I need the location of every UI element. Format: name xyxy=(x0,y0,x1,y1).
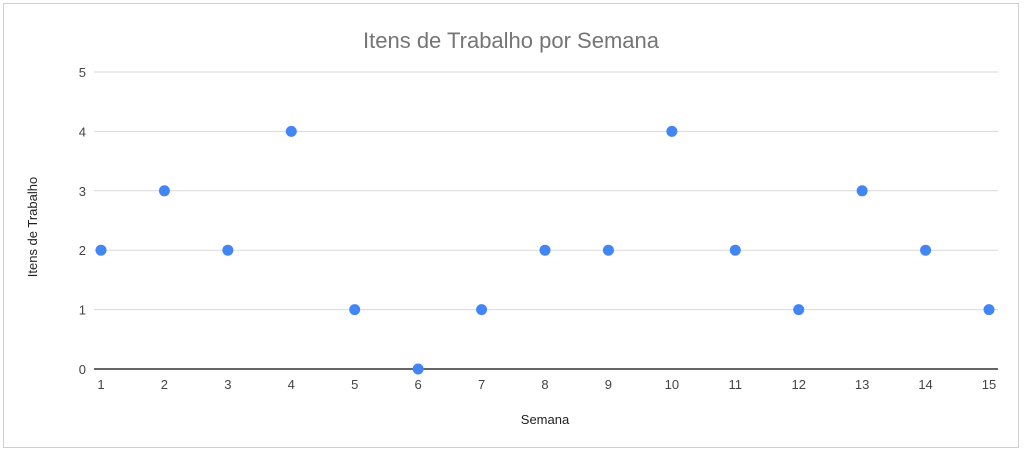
data-point xyxy=(539,244,551,256)
x-tick-label: 9 xyxy=(605,377,612,392)
y-tick-label: 5 xyxy=(79,65,86,80)
data-point xyxy=(95,244,107,256)
x-tick-label: 15 xyxy=(982,377,996,392)
x-tick-label: 7 xyxy=(478,377,485,392)
data-point xyxy=(222,244,234,256)
x-axis-title: Semana xyxy=(521,412,570,427)
y-tick-label: 3 xyxy=(79,184,86,199)
x-tick-label: 3 xyxy=(224,377,231,392)
data-point xyxy=(793,304,805,316)
chart-title: Itens de Trabalho por Semana xyxy=(363,28,660,53)
y-tick-label: 4 xyxy=(79,124,86,139)
x-tick-label: 14 xyxy=(918,377,932,392)
y-tick-label: 0 xyxy=(79,362,86,377)
data-point xyxy=(412,363,424,375)
data-point xyxy=(920,244,932,256)
x-tick-label: 13 xyxy=(855,377,869,392)
x-tick-label: 5 xyxy=(351,377,358,392)
x-tick-label: 8 xyxy=(541,377,548,392)
x-tick-label: 4 xyxy=(288,377,295,392)
x-tick-label: 1 xyxy=(97,377,104,392)
x-tick-label: 2 xyxy=(161,377,168,392)
data-point xyxy=(602,244,614,256)
y-axis-title: Itens de Trabalho xyxy=(25,177,40,277)
data-point xyxy=(285,125,297,137)
data-point xyxy=(349,304,361,316)
chart-frame xyxy=(3,3,1019,448)
data-point xyxy=(666,125,678,137)
data-point xyxy=(158,185,170,197)
grid-lines xyxy=(94,71,998,370)
data-point xyxy=(729,244,741,256)
data-point xyxy=(856,185,868,197)
data-points xyxy=(95,125,995,375)
x-tick-label: 6 xyxy=(415,377,422,392)
data-point xyxy=(476,304,488,316)
y-tick-label: 2 xyxy=(79,243,86,258)
y-tick-label: 1 xyxy=(79,303,86,318)
x-tick-label: 11 xyxy=(729,377,743,392)
x-tick-label: 10 xyxy=(665,377,679,392)
x-tick-label: 12 xyxy=(791,377,805,392)
data-point xyxy=(983,304,995,316)
